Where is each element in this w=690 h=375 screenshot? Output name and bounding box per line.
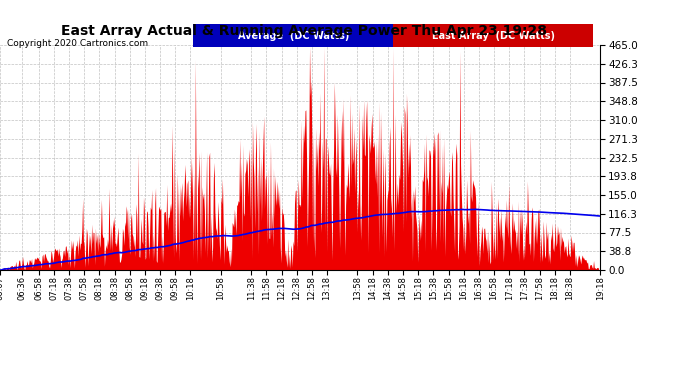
Text: Copyright 2020 Cartronics.com: Copyright 2020 Cartronics.com: [7, 39, 148, 48]
Text: East Array  (DC Watts): East Array (DC Watts): [432, 31, 555, 40]
Bar: [193, 24, 393, 47]
Bar: [393, 24, 593, 47]
Text: Average  (DC Watts): Average (DC Watts): [237, 31, 349, 40]
Text: East Array Actual & Running Average Power Thu Apr 23 19:28: East Array Actual & Running Average Powe…: [61, 24, 546, 38]
